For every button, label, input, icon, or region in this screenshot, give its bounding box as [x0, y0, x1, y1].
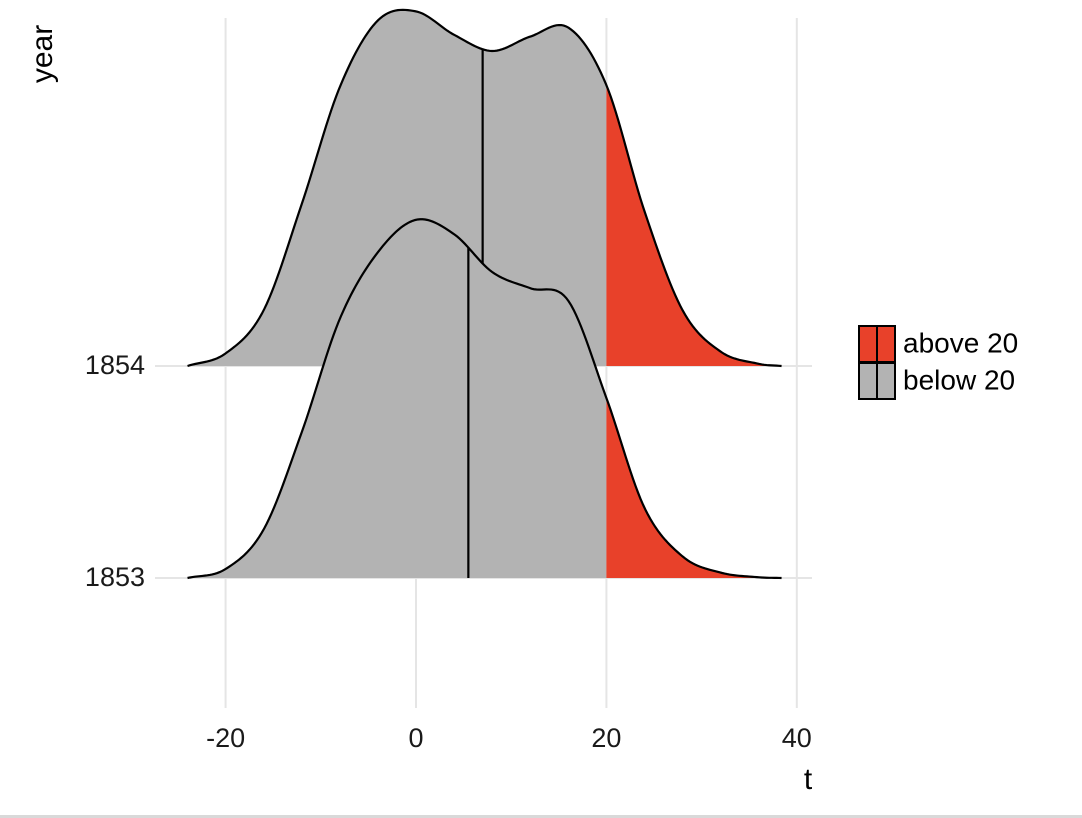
below-threshold-area — [187, 219, 607, 578]
y-tick-label: 1854 — [85, 350, 145, 380]
y-tick-label: 1853 — [85, 562, 145, 592]
legend-item: below 20 — [858, 362, 1015, 400]
x-axis-title: t — [804, 763, 813, 796]
legend: above 20 below 20 — [858, 325, 1018, 400]
density-outline — [187, 8, 782, 368]
above-threshold-area — [606, 85, 782, 366]
ridge-1853 — [187, 218, 782, 580]
x-tick-labels: -20 0 20 40 — [206, 723, 812, 753]
x-tick-label: 0 — [408, 723, 423, 753]
y-tick-labels: 1853 1854 — [85, 350, 145, 592]
legend-label: above 20 — [903, 327, 1018, 358]
ridges — [187, 8, 782, 580]
legend-item: above 20 — [858, 325, 1018, 363]
legend-label: below 20 — [903, 364, 1015, 395]
y-axis-title: year — [26, 25, 59, 83]
density-outline — [187, 218, 782, 580]
x-tick-label: 40 — [782, 723, 812, 753]
above-threshold-area — [606, 398, 782, 578]
bottom-border — [0, 815, 1082, 818]
x-tick-label: -20 — [206, 723, 245, 753]
x-tick-label: 20 — [591, 723, 621, 753]
